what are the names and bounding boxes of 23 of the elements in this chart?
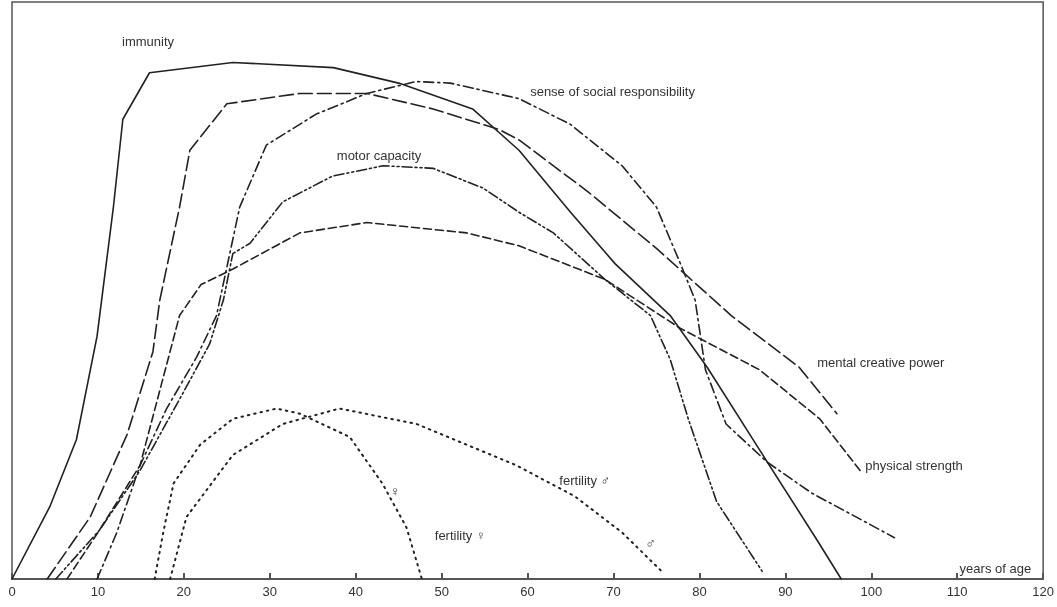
x-tick-label: 10 [90, 584, 106, 599]
series-label: motor capacity [336, 147, 422, 163]
x-axis-title: years of age [959, 561, 1032, 576]
x-tick-label: 120 [1032, 584, 1055, 599]
annotation: ♀ [390, 483, 401, 500]
x-tick-label: 100 [860, 584, 883, 599]
series-label: sense of social responsibility [530, 83, 696, 99]
x-tick-label: 60 [520, 584, 535, 599]
x-tick-label: 110 [946, 584, 968, 599]
series-label: immunity [121, 34, 175, 50]
x-tick-label: 80 [692, 584, 707, 599]
x-tick-label: 20 [176, 584, 192, 599]
x-tick-label: 50 [434, 584, 449, 599]
x-tick-label: 40 [348, 584, 363, 599]
series-label: physical strength [865, 457, 963, 473]
series-label: fertility ♂ [559, 473, 611, 489]
series-label: fertility ♀ [434, 527, 486, 543]
series-label: mental creative power [817, 354, 945, 370]
x-tick-label: 90 [778, 584, 793, 599]
x-tick-label: 30 [262, 584, 278, 599]
x-tick-label: 0 [8, 584, 16, 599]
x-tick-label: 70 [606, 584, 621, 599]
annotation: ♂ [645, 534, 656, 551]
